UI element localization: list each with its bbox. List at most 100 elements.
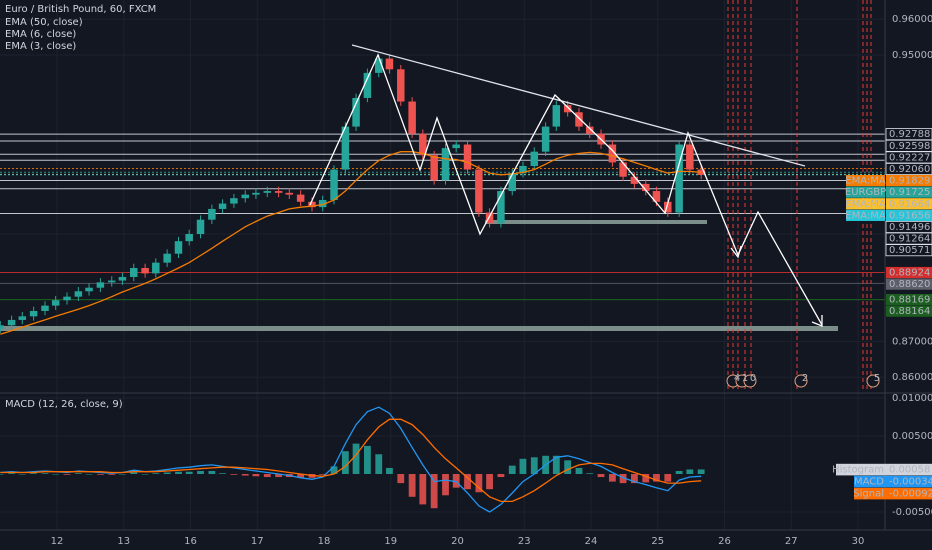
candle-body [497, 191, 505, 224]
candle-body [218, 203, 227, 209]
candle-body [352, 97, 360, 127]
histogram-bar [85, 474, 93, 475]
x-tick-label: 23 [518, 536, 531, 547]
histogram-bar [397, 474, 405, 484]
candle-body [18, 316, 27, 320]
histogram-bar [464, 474, 471, 490]
histogram-bar [642, 474, 650, 483]
candle-body [385, 58, 394, 70]
price-label-box [886, 278, 932, 290]
histogram-bar [319, 474, 327, 475]
indicator-label-box [886, 475, 932, 488]
price-label: 0.92060 [889, 164, 930, 175]
y-tick-label: 0.96000 [892, 14, 932, 25]
histogram-bar [30, 473, 38, 475]
price-label-box [886, 174, 932, 187]
y-tick-label: -0.00500 [892, 507, 932, 518]
histogram-bar [252, 474, 260, 477]
candle-body [63, 296, 71, 301]
histogram-bar [208, 470, 216, 475]
candle-body [185, 234, 193, 242]
histogram-bar [74, 473, 82, 475]
axis-labels: 12 13 16 17 18 19 20 23 24 25 26 27 300.960000.95000… [51, 14, 932, 547]
candle-body [7, 319, 16, 326]
candle-body [174, 241, 183, 254]
indicator-name: Histogram [832, 465, 884, 476]
indicator-label-box [886, 487, 932, 500]
x-tick-label: 20 [451, 536, 464, 547]
indicator-name: Signal [853, 489, 884, 500]
candle-body [585, 126, 594, 134]
candle-body [519, 165, 527, 174]
histogram-bar [108, 474, 116, 475]
histogram-bar [608, 474, 616, 482]
indicator-label-box [886, 463, 932, 476]
histogram-bar [352, 443, 360, 475]
candle-body [642, 183, 650, 192]
price-label-box [886, 209, 932, 221]
trend-line [351, 44, 806, 167]
y-tick-label: 0.86000 [892, 372, 932, 383]
legend-entry: EMA (6, close) [5, 29, 76, 40]
histogram-bar [341, 451, 349, 475]
histogram-bar [664, 474, 672, 482]
x-tick-label: 25 [651, 536, 664, 547]
x-tick-label: 24 [585, 536, 598, 547]
price-label-box [886, 293, 932, 306]
candle-body [130, 268, 138, 277]
event-badge [743, 374, 757, 388]
tag-box [846, 198, 885, 210]
macd-pane [0, 406, 705, 513]
indicator-name: MACD [854, 477, 884, 488]
event-count: 4 [734, 373, 740, 384]
candle-body [0, 325, 5, 329]
candle-body [463, 144, 472, 170]
histogram-bar [675, 470, 683, 475]
tag-box [846, 209, 885, 221]
x-tick-label: 17 [251, 536, 264, 547]
candle-body [686, 144, 694, 170]
candle-body [575, 112, 583, 127]
candle-body [85, 287, 93, 292]
candle-body [541, 126, 550, 152]
tag-box [846, 174, 885, 187]
candle-body [296, 194, 305, 202]
histogram-bar [452, 474, 460, 488]
histogram-bar [230, 474, 238, 475]
histogram-bar [430, 474, 438, 509]
histogram-bar [119, 474, 126, 475]
price-label: 0.91264 [889, 234, 930, 245]
histogram-bar [330, 466, 338, 475]
x-tick-label: 19 [384, 536, 397, 547]
histogram-bar [575, 467, 583, 475]
histogram-bar [631, 474, 638, 484]
x-tick-label: 12 [51, 536, 64, 547]
candle-body [452, 144, 460, 149]
price-label-box [886, 198, 932, 210]
candle-body [51, 300, 60, 306]
candle-body [241, 194, 249, 199]
indicator-value: -0.00092 [889, 489, 932, 500]
histogram-bar [408, 474, 416, 497]
y-tick-label: 0.95000 [892, 50, 932, 61]
x-tick-label: 18 [318, 536, 331, 547]
legend-entry: EMA (50, close) [5, 17, 83, 28]
y-tick-label: 0.87000 [892, 336, 932, 347]
event-badges: 4 1 0 2 5 [726, 373, 880, 388]
histogram-bar [586, 473, 594, 475]
candle-body [230, 198, 238, 204]
target-zone [0, 326, 838, 331]
price-label: 0.91725 [889, 187, 930, 198]
candle-body [318, 199, 327, 208]
histogram-bar [386, 467, 393, 475]
tag-label: EURGBP [845, 187, 886, 198]
histogram-bar [241, 474, 249, 476]
legend-entry: EMA (3, close) [5, 41, 76, 52]
candles [0, 54, 705, 335]
candle-body [552, 105, 561, 127]
price-label: 0.88620 [889, 279, 930, 290]
price-label: 0.90571 [889, 245, 930, 256]
support-zone [485, 220, 707, 224]
x-tick-label: 26 [718, 536, 731, 547]
price-label-box [886, 266, 932, 279]
